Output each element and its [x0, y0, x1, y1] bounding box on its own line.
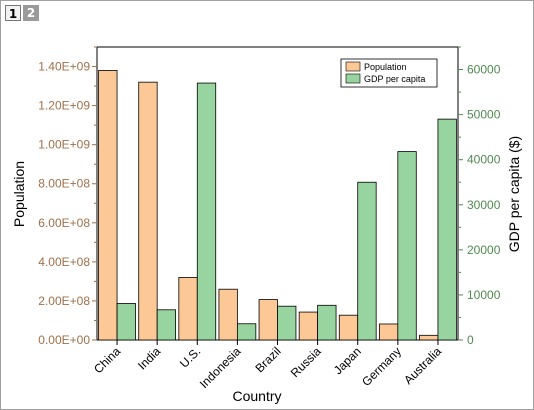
bar-population-6	[338, 314, 359, 341]
y-left-tick-label-1: 2.00E+08	[38, 294, 90, 308]
y-left-axis-title: Population	[11, 161, 27, 227]
bar-population-0	[98, 70, 118, 341]
bar-gdp-1	[156, 309, 177, 341]
y-right-tick-label-3: 30000	[467, 198, 501, 212]
bar-gdp-4	[277, 305, 297, 341]
bar-population-1	[138, 81, 158, 341]
x-tick-label-6: Japan	[331, 344, 364, 377]
bar-gdp-2	[196, 82, 217, 341]
bar-gdp-5	[317, 304, 337, 341]
bar-gdp-7	[397, 151, 417, 341]
y-right-tick-label-6: 60000	[467, 63, 501, 77]
legend-label-gdp: GDP per capita	[364, 74, 425, 84]
y-left-tick-label-7: 1.40E+09	[38, 60, 90, 74]
y-right-tick-label-2: 20000	[467, 243, 501, 257]
x-tick-label-8: Australia	[401, 344, 444, 387]
legend-swatch-gdp	[345, 73, 361, 84]
layer-tabs: 1 2	[5, 5, 39, 21]
y-right-tick-label-0: 0	[467, 333, 474, 347]
bar-population-8	[419, 334, 439, 341]
y-left-tick-label-5: 1.00E+09	[38, 138, 90, 152]
y-left-tick-label-0: 0.00E+00	[38, 333, 90, 347]
bar-population-7	[378, 323, 399, 341]
bar-population-2	[178, 277, 198, 341]
x-tick-label-5: Russia	[288, 344, 324, 380]
y-right-tick-label-4: 40000	[467, 153, 501, 167]
x-axis-title: Country	[232, 388, 281, 404]
y-left-tick-label-6: 1.20E+09	[38, 99, 90, 113]
y-left-tick-label-4: 8.00E+08	[38, 177, 90, 191]
x-tick-label-1: India	[135, 344, 164, 373]
x-tick-label-4: Brazil	[252, 344, 283, 375]
y-right-tick-label-1: 10000	[467, 288, 501, 302]
x-tick-label-3: Indonesia	[197, 344, 244, 391]
legend-swatch-population	[345, 61, 361, 72]
y-left-tick-label-3: 6.00E+08	[38, 216, 90, 230]
x-tick-label-0: China	[91, 344, 123, 376]
legend-label-population: Population	[364, 62, 407, 72]
layer-tab-2[interactable]: 2	[23, 5, 39, 21]
y-right-tick-label-5: 50000	[467, 108, 501, 122]
bar-gdp-0	[116, 303, 136, 341]
bar-gdp-3	[236, 323, 257, 341]
x-tick-label-7: Germany	[359, 344, 404, 389]
x-tick-label-2: U.S.	[177, 344, 203, 370]
bar-population-3	[218, 288, 238, 341]
y-right-axis-title: GDP per capita ($)	[506, 136, 522, 252]
bar-population-5	[298, 311, 319, 341]
bar-gdp-8	[437, 118, 457, 341]
layer-tab-1[interactable]: 1	[5, 5, 21, 21]
y-left-tick-label-2: 4.00E+08	[38, 255, 90, 269]
bar-population-4	[258, 299, 278, 341]
bar-gdp-6	[357, 181, 377, 341]
